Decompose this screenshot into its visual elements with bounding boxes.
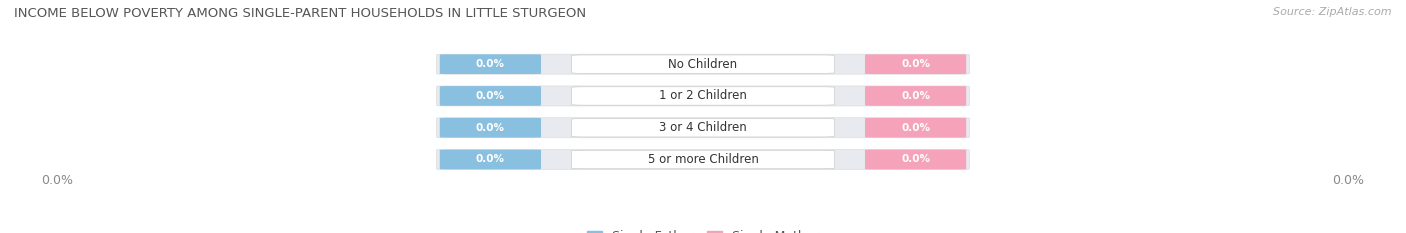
Text: 0.0%: 0.0%: [42, 174, 73, 187]
FancyBboxPatch shape: [440, 86, 541, 106]
FancyBboxPatch shape: [440, 150, 541, 169]
FancyBboxPatch shape: [436, 150, 970, 170]
FancyBboxPatch shape: [571, 55, 835, 73]
Text: 0.0%: 0.0%: [1333, 174, 1364, 187]
FancyBboxPatch shape: [865, 86, 966, 106]
Text: 0.0%: 0.0%: [901, 154, 931, 164]
Text: 0.0%: 0.0%: [901, 123, 931, 133]
FancyBboxPatch shape: [436, 118, 970, 138]
FancyBboxPatch shape: [436, 86, 970, 106]
FancyBboxPatch shape: [865, 54, 966, 74]
FancyBboxPatch shape: [865, 150, 966, 169]
Text: 0.0%: 0.0%: [475, 123, 505, 133]
Text: INCOME BELOW POVERTY AMONG SINGLE-PARENT HOUSEHOLDS IN LITTLE STURGEON: INCOME BELOW POVERTY AMONG SINGLE-PARENT…: [14, 7, 586, 20]
FancyBboxPatch shape: [440, 118, 541, 137]
Text: 1 or 2 Children: 1 or 2 Children: [659, 89, 747, 103]
FancyBboxPatch shape: [571, 150, 835, 169]
Text: 5 or more Children: 5 or more Children: [648, 153, 758, 166]
Legend: Single Father, Single Mother: Single Father, Single Mother: [582, 225, 824, 233]
FancyBboxPatch shape: [865, 118, 966, 137]
Text: No Children: No Children: [668, 58, 738, 71]
FancyBboxPatch shape: [571, 119, 835, 137]
FancyBboxPatch shape: [436, 54, 970, 74]
Text: 0.0%: 0.0%: [475, 59, 505, 69]
Text: 0.0%: 0.0%: [475, 91, 505, 101]
Text: 0.0%: 0.0%: [901, 91, 931, 101]
Text: 0.0%: 0.0%: [901, 59, 931, 69]
FancyBboxPatch shape: [571, 87, 835, 105]
FancyBboxPatch shape: [440, 54, 541, 74]
Text: 0.0%: 0.0%: [475, 154, 505, 164]
Text: Source: ZipAtlas.com: Source: ZipAtlas.com: [1274, 7, 1392, 17]
Text: 3 or 4 Children: 3 or 4 Children: [659, 121, 747, 134]
